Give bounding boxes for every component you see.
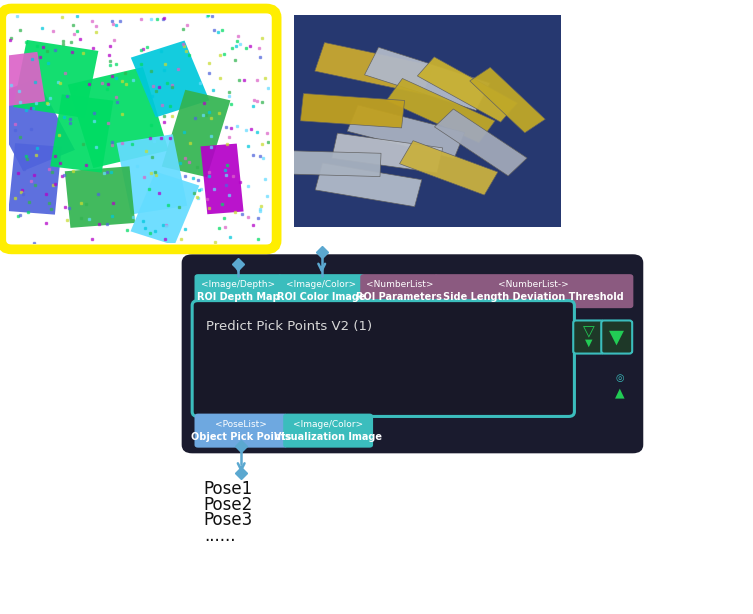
- Text: Pose2: Pose2: [204, 496, 253, 514]
- Polygon shape: [0, 52, 45, 106]
- Polygon shape: [130, 171, 200, 246]
- FancyBboxPatch shape: [192, 301, 575, 416]
- FancyBboxPatch shape: [283, 414, 373, 448]
- Text: <Image/Depth>: <Image/Depth>: [201, 280, 276, 289]
- Text: Pose3: Pose3: [204, 511, 253, 529]
- Text: Pose1: Pose1: [204, 480, 253, 499]
- Text: ▲: ▲: [614, 386, 624, 399]
- Polygon shape: [50, 95, 113, 173]
- FancyBboxPatch shape: [181, 254, 643, 453]
- Polygon shape: [131, 41, 209, 117]
- Text: ▼: ▼: [609, 327, 624, 346]
- Text: ROI Color Image: ROI Color Image: [277, 292, 365, 302]
- Text: <NumberList>: <NumberList>: [366, 280, 433, 289]
- Text: ROI Parameters: ROI Parameters: [356, 292, 442, 302]
- Polygon shape: [315, 42, 433, 94]
- FancyBboxPatch shape: [194, 414, 288, 448]
- Polygon shape: [200, 144, 243, 214]
- Text: Predict Pick Points V2 (1): Predict Pick Points V2 (1): [206, 319, 372, 333]
- Polygon shape: [316, 163, 422, 207]
- Polygon shape: [8, 143, 62, 215]
- Polygon shape: [162, 90, 230, 177]
- Text: Side Length Deviation Threshold: Side Length Deviation Threshold: [444, 292, 624, 302]
- Polygon shape: [68, 67, 169, 168]
- Polygon shape: [386, 79, 495, 143]
- Text: <NumberList->: <NumberList->: [498, 280, 569, 289]
- FancyBboxPatch shape: [194, 274, 282, 308]
- Polygon shape: [300, 93, 404, 128]
- FancyBboxPatch shape: [601, 321, 633, 354]
- Polygon shape: [0, 78, 75, 171]
- FancyBboxPatch shape: [360, 274, 438, 308]
- Polygon shape: [434, 109, 527, 176]
- Polygon shape: [332, 133, 443, 173]
- Text: Visualization Image: Visualization Image: [274, 432, 382, 442]
- Text: ......: ......: [204, 527, 236, 545]
- Text: ▽: ▽: [583, 325, 595, 340]
- Text: Object Pick Points: Object Pick Points: [191, 432, 291, 442]
- FancyBboxPatch shape: [434, 274, 633, 308]
- FancyBboxPatch shape: [573, 321, 604, 354]
- Polygon shape: [117, 134, 187, 214]
- Polygon shape: [65, 166, 135, 228]
- Polygon shape: [347, 105, 465, 158]
- Text: <PoseList>: <PoseList>: [215, 419, 267, 429]
- Text: ◎: ◎: [615, 373, 623, 383]
- Text: ROI Depth Map: ROI Depth Map: [197, 292, 279, 302]
- Text: <Image/Color>: <Image/Color>: [286, 280, 356, 289]
- Polygon shape: [286, 150, 381, 177]
- Polygon shape: [400, 141, 498, 195]
- Text: <Image/Color>: <Image/Color>: [293, 419, 363, 429]
- Polygon shape: [364, 47, 490, 111]
- Text: ▼: ▼: [585, 338, 593, 348]
- FancyBboxPatch shape: [277, 274, 365, 308]
- Polygon shape: [470, 68, 545, 133]
- Polygon shape: [14, 40, 99, 118]
- Polygon shape: [417, 57, 517, 122]
